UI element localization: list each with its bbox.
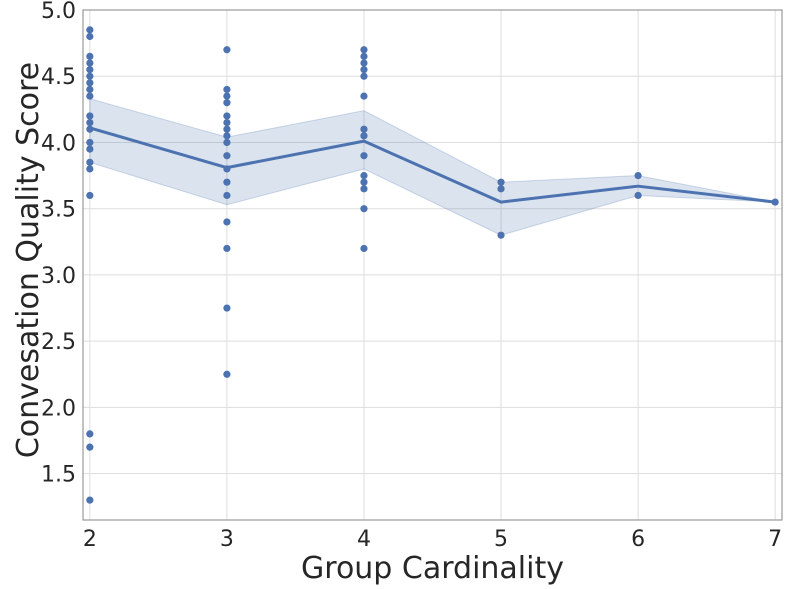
scatter-point: [86, 165, 94, 173]
y-tick-label: 4.0: [41, 131, 76, 156]
scatter-point: [360, 152, 368, 160]
scatter-point: [86, 26, 94, 34]
scatter-point: [86, 430, 94, 438]
scatter-point: [360, 171, 368, 180]
scatter-point: [223, 244, 231, 253]
y-tick-labels: 1.5 2.0 2.5 3.0 3.5 4.0 4.5 5.0: [41, 0, 76, 488]
scatter-point: [360, 132, 368, 140]
scatter-point: [360, 185, 368, 193]
scatter-point: [223, 132, 231, 140]
scatter-point: [771, 198, 779, 206]
scatter-point: [86, 72, 94, 80]
scatter-point: [360, 66, 368, 74]
scatter-point: [223, 165, 231, 173]
scatter-point: [634, 171, 642, 180]
scatter-point: [497, 185, 505, 193]
scatter-point: [223, 370, 231, 378]
scatter-point: [223, 118, 231, 127]
plot-frame: [82, 9, 783, 521]
confidence-band: [89, 98, 776, 236]
scatter-point: [360, 178, 368, 186]
gridlines: [83, 9, 782, 520]
scatter-point: [86, 191, 94, 200]
y-tick-label: 4.5: [41, 65, 76, 90]
scatter-point: [86, 52, 94, 60]
scatter-point: [86, 85, 94, 94]
scatter-point: [360, 59, 368, 67]
x-axis-label: Group Cardinality: [301, 551, 564, 586]
mean-line: [89, 126, 776, 204]
scatter-point: [86, 496, 94, 504]
scatter-point: [223, 99, 231, 107]
scatter-point: [223, 92, 231, 100]
scatter-point: [86, 92, 94, 100]
scatter-point: [86, 59, 94, 67]
scatter-point: [86, 32, 94, 41]
confidence-band-layer: [89, 98, 776, 236]
scatter-point: [223, 112, 231, 120]
scatter-point: [634, 191, 642, 200]
y-tick-label: 3.0: [41, 264, 76, 289]
scatter-point: [86, 138, 94, 147]
scatter-point: [223, 191, 231, 200]
x-tick-label: 7: [768, 527, 782, 552]
mean-line-layer: [89, 126, 776, 204]
scatter-point: [86, 79, 94, 87]
scatter-point: [223, 85, 231, 94]
scatter-point: [86, 118, 94, 127]
scatter-point: [497, 231, 505, 239]
scatter-point: [86, 158, 94, 166]
y-tick-label: 2.5: [41, 330, 76, 355]
scatter-point: [223, 304, 231, 312]
scatter-point: [223, 46, 231, 54]
y-axis-label: Convesation Quality Score: [11, 62, 46, 458]
scatter-point: [223, 218, 231, 226]
scatter-point: [360, 72, 368, 80]
x-tick-labels: 2 3 4 5 6 7: [83, 527, 782, 552]
scatter-point: [223, 125, 231, 133]
x-tick-label: 5: [494, 527, 508, 552]
scatter-point: [360, 46, 368, 54]
scatter-point: [86, 443, 94, 451]
y-tick-label: 1.5: [41, 463, 76, 488]
scatter-point: [86, 125, 94, 133]
scatter-point: [360, 205, 368, 213]
y-tick-label: 2.0: [41, 396, 76, 421]
scatter-point: [223, 178, 231, 186]
scatter-point: [497, 178, 505, 186]
y-tick-label: 3.5: [41, 198, 76, 223]
scatter-point: [360, 92, 368, 100]
scatter-point: [360, 52, 368, 60]
y-tick-label: 5.0: [41, 0, 76, 24]
scatter-point: [223, 152, 231, 160]
scatter-point: [86, 112, 94, 120]
scatter-point: [360, 244, 368, 253]
x-tick-label: 3: [220, 527, 234, 552]
x-tick-label: 2: [83, 527, 97, 552]
scatter-points-layer: [86, 26, 779, 504]
scatter-point: [360, 125, 368, 133]
scatter-point: [86, 66, 94, 74]
x-tick-label: 6: [631, 527, 645, 552]
scatter-point: [86, 145, 94, 153]
x-tick-label: 4: [357, 527, 371, 552]
scatter-point: [223, 138, 231, 147]
